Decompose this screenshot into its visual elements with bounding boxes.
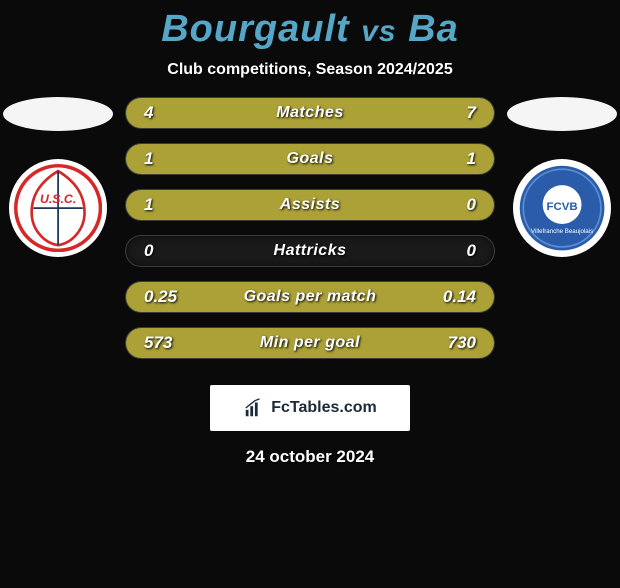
svg-text:U.S.C.: U.S.C. — [40, 192, 76, 206]
stat-value-left: 4 — [144, 103, 153, 123]
stat-value-left: 0 — [144, 241, 153, 261]
vs-separator: vs — [361, 15, 396, 48]
stat-value-right: 0.14 — [443, 287, 476, 307]
stat-value-left: 1 — [144, 149, 153, 169]
stat-value-right: 0 — [467, 241, 476, 261]
stat-label: Min per goal — [260, 334, 360, 352]
right-player-silhouette — [507, 97, 617, 131]
usc-crest-icon: U.S.C. — [14, 164, 102, 252]
stat-label: Hattricks — [274, 242, 347, 260]
stat-label: Assists — [280, 196, 340, 214]
branding-text: FcTables.com — [271, 399, 377, 417]
date-label: 24 october 2024 — [0, 447, 620, 467]
fcvb-crest-icon: FCVB Villefranche Beaujolais — [518, 164, 606, 252]
branding-banner[interactable]: FcTables.com — [210, 385, 410, 431]
stat-value-right: 0 — [467, 195, 476, 215]
stats-arena: U.S.C. FCVB Villefranche Beaujolais 4 Mat… — [0, 97, 620, 359]
svg-text:FCVB: FCVB — [546, 201, 577, 213]
svg-text:Villefranche Beaujolais: Villefranche Beaujolais — [531, 228, 593, 235]
stat-bar-assists: 1 Assists 0 — [125, 189, 495, 221]
stat-value-left: 0.25 — [144, 287, 177, 307]
stat-label: Goals — [287, 150, 334, 168]
stat-value-right: 1 — [467, 149, 476, 169]
stat-bar-goals-per-match: 0.25 Goals per match 0.14 — [125, 281, 495, 313]
left-club-crest: U.S.C. — [9, 159, 107, 257]
stat-value-right: 730 — [448, 333, 476, 353]
right-player-column: FCVB Villefranche Beaujolais — [502, 97, 620, 257]
left-player-column: U.S.C. — [0, 97, 118, 257]
subtitle: Club competitions, Season 2024/2025 — [0, 61, 620, 79]
stat-bar-matches: 4 Matches 7 — [125, 97, 495, 129]
stat-value-left: 1 — [144, 195, 153, 215]
stat-bar-goals: 1 Goals 1 — [125, 143, 495, 175]
left-player-silhouette — [3, 97, 113, 131]
stat-bar-hattricks: 0 Hattricks 0 — [125, 235, 495, 267]
stat-value-right: 7 — [467, 103, 476, 123]
stat-label: Matches — [276, 104, 344, 122]
player1-name: Bourgault — [161, 8, 349, 50]
comparison-title: Bourgault vs Ba — [0, 8, 620, 51]
stat-bars: 4 Matches 7 1 Goals 1 1 Assists 0 0 Hattricks 0 0.25… — [125, 97, 495, 359]
stat-bar-min-per-goal: 573 Min per goal 730 — [125, 327, 495, 359]
stat-value-left: 573 — [144, 333, 172, 353]
stat-label: Goals per match — [244, 288, 377, 306]
right-club-crest: FCVB Villefranche Beaujolais — [513, 159, 611, 257]
chart-icon — [243, 397, 265, 419]
player2-name: Ba — [408, 8, 459, 50]
bar-fill-left — [126, 144, 310, 174]
